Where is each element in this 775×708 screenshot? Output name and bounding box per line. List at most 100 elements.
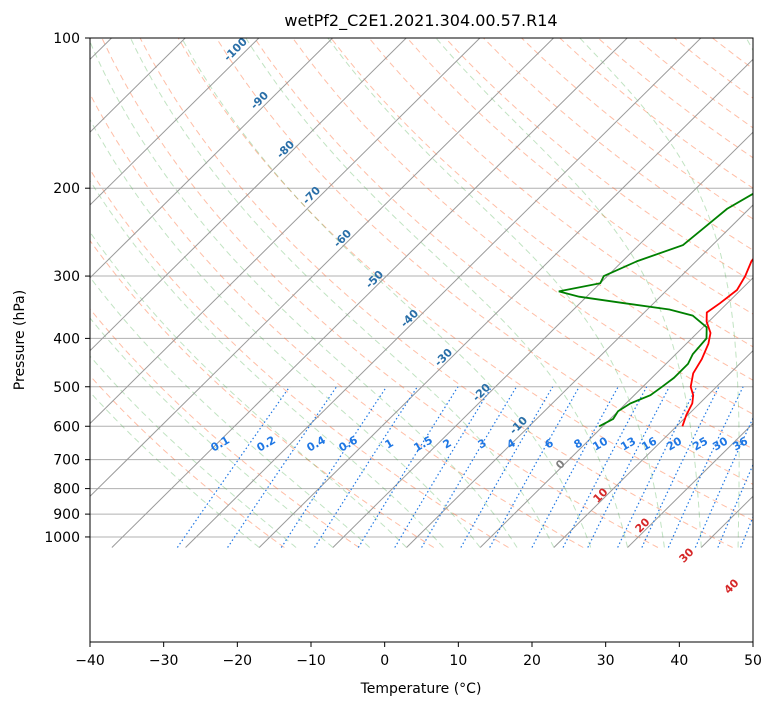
moist-adiabat: [246, 38, 628, 548]
isotherm-line: [38, 38, 553, 548]
mixing-ratio-label: 0.1: [209, 433, 232, 454]
dry-adiabat: [751, 38, 775, 548]
y-tick-label: 800: [53, 482, 80, 498]
isotherm-line: [0, 38, 406, 548]
moist-adiabat: [0, 38, 259, 548]
moist-adiabat: [0, 38, 407, 548]
x-tick-label: −40: [75, 653, 105, 669]
isotherm-line: [333, 38, 775, 548]
plot-area: [0, 38, 775, 548]
mixing-ratio-line: [718, 387, 775, 548]
moist-adiabat: [88, 38, 517, 548]
mixing-ratio-label: 36: [730, 434, 750, 453]
mixing-ratio-line: [741, 387, 775, 548]
y-tick-label: 1000: [44, 530, 80, 546]
background-lines: [0, 38, 775, 548]
x-tick-label: 30: [597, 653, 615, 669]
y-tick-label: 600: [53, 419, 80, 435]
x-tick-label: 0: [380, 653, 389, 669]
dry-adiabat: [484, 38, 775, 548]
dry-adiabat: [560, 38, 775, 548]
isotherm-label: -60: [331, 227, 354, 250]
dry-adiabat: [598, 38, 775, 548]
dry-adiabat: [0, 38, 359, 548]
mixing-ratio-line: [461, 387, 553, 548]
isotherm-label: -80: [274, 138, 297, 161]
moist-adiabat: [182, 38, 591, 548]
mixing-ratio-label: 13: [618, 435, 638, 454]
dry-adiabat: [293, 38, 775, 548]
y-tick-label: 900: [53, 507, 80, 523]
moist-adiabat: [0, 38, 333, 548]
mixing-ratio-line: [588, 387, 670, 548]
dry-adiabat-label: 30: [677, 545, 697, 565]
isotherm-line: [259, 38, 774, 548]
dry-adiabat: [712, 38, 775, 548]
mixing-ratio-line: [281, 387, 386, 548]
mixing-ratio-label: 0.2: [255, 433, 278, 454]
mixing-ratio-label: 1.5: [412, 433, 435, 454]
mixing-ratio-label: 1: [383, 436, 396, 451]
moist-adiabat: [131, 38, 554, 548]
y-tick-label: 200: [53, 181, 80, 197]
dewpoint-line: [559, 38, 775, 426]
x-tick-label: −10: [296, 653, 326, 669]
mixing-ratio-line: [315, 387, 418, 548]
x-tick-label: 40: [670, 653, 688, 669]
isotherm-line: [0, 38, 333, 548]
dry-adiabat: [445, 38, 775, 548]
plot-frame: [90, 38, 753, 642]
mixing-ratio-label: 8: [572, 436, 585, 451]
mixing-ratio-line: [177, 387, 289, 548]
data-lines: [559, 38, 775, 426]
moist-adiabat: [328, 38, 665, 548]
dry-adiabat: [0, 38, 284, 548]
y-axis: 100 200 300 400 500 600 700 800 900 1000: [44, 31, 90, 546]
chart-title: wetPf2_C2E1.2021.304.00.57.R14: [284, 11, 557, 31]
isotherm-label: -30: [432, 346, 455, 369]
dry-adiabat: [0, 38, 434, 548]
dry-adiabat: [26, 38, 509, 548]
isotherm-label: -90: [248, 89, 271, 112]
dry-adiabat: [522, 38, 775, 548]
dry-adiabat: [674, 38, 775, 548]
x-tick-label: 20: [523, 653, 541, 669]
moist-adiabat: [746, 38, 775, 548]
isotherm-line: [0, 38, 259, 548]
y-tick-label: 500: [53, 380, 80, 396]
isotherm-line: [186, 38, 701, 548]
mixing-ratio-label: 10: [590, 434, 610, 453]
y-tick-label: 300: [53, 269, 80, 285]
y-tick-label: 700: [53, 453, 80, 469]
mixing-ratio-label: 25: [690, 435, 710, 454]
isotherm-line: [0, 38, 480, 548]
x-tick-label: 10: [449, 653, 467, 669]
isotherm-line: [112, 38, 627, 548]
mixing-ratio-line: [695, 387, 767, 548]
dry-adiabat-label: 20: [633, 515, 653, 535]
isotherm-label: -40: [398, 307, 421, 330]
dry-adiabat-label: 40: [722, 576, 742, 596]
isotherm-label: -70: [300, 184, 323, 207]
mixing-ratio-label: 3: [476, 436, 489, 451]
x-tick-label: −20: [223, 653, 253, 669]
dry-adiabat: [140, 38, 733, 548]
x-axis: −40 −30 −20 −10 0 10 20 30 40 50: [75, 642, 762, 669]
x-tick-label: 50: [744, 653, 762, 669]
x-axis-label: Temperature (°C): [360, 681, 482, 697]
mixing-ratio-line: [228, 387, 337, 548]
moist-adiabat: [22, 38, 443, 548]
moist-adiabat: [53, 38, 480, 548]
dry-adiabat: [369, 38, 775, 548]
y-axis-label: Pressure (hPa): [12, 290, 28, 390]
temperature-line: [682, 38, 775, 426]
x-tick-label: −30: [149, 653, 179, 669]
mixing-ratio-label: 16: [639, 434, 659, 453]
mixing-ratio-label: 30: [710, 434, 730, 453]
y-tick-label: 400: [53, 331, 80, 347]
y-tick-label: 100: [53, 31, 80, 47]
isotherm-label: -10: [507, 414, 530, 437]
isotherm-label: -50: [363, 268, 386, 291]
mixing-ratio-label: 2: [441, 436, 454, 451]
